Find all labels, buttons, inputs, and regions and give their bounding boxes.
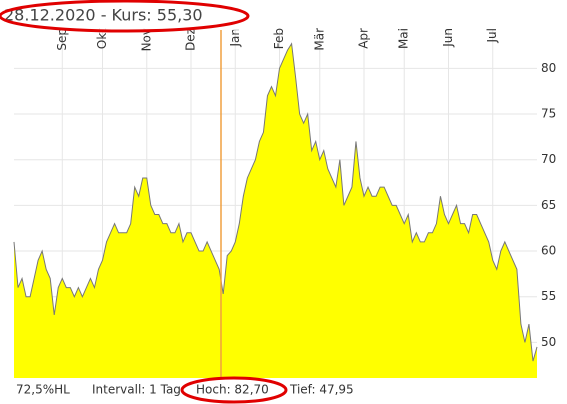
x-tick-label: Jun <box>441 28 455 48</box>
y-tick-label: 55 <box>541 289 556 303</box>
header: 28.12.2020 - Kurs: 55,30 <box>4 6 203 25</box>
highlight-ellipse <box>180 376 288 404</box>
x-tick-label: Jan <box>228 28 242 48</box>
x-tick-label: Mai <box>397 28 411 49</box>
x-tick-label: Mär <box>312 28 326 51</box>
footer-interval: Intervall: 1 Tag <box>92 383 181 397</box>
plot-area: 50 55 60 65 70 75 80 Sep Okt Nov Dez Jan Feb Mär Apr Ma… <box>13 28 556 378</box>
x-tick-label: Apr <box>357 28 371 49</box>
y-tick-label: 70 <box>541 152 556 166</box>
highlight-ellipse <box>0 0 250 33</box>
x-tick-label: Okt <box>95 28 109 49</box>
x-tick-label: Nov <box>139 28 153 51</box>
y-tick-label: 75 <box>541 107 556 121</box>
footer-high: Hoch: 82,70 <box>196 383 269 397</box>
x-tick-label: Sep <box>55 28 69 51</box>
x-tick-label: Jul <box>485 28 499 43</box>
y-tick-label: 50 <box>541 335 556 349</box>
area <box>14 43 537 378</box>
footer-range: 72,5%HL <box>16 383 70 397</box>
y-tick-label: 60 <box>541 244 556 258</box>
footer-low: Tief: 47,95 <box>289 383 354 397</box>
x-tick-label: Feb <box>272 28 286 49</box>
line <box>13 42 538 362</box>
y-tick-label: 65 <box>541 198 556 212</box>
x-tick-label: Dez <box>184 28 198 51</box>
y-tick-label: 80 <box>541 61 556 75</box>
